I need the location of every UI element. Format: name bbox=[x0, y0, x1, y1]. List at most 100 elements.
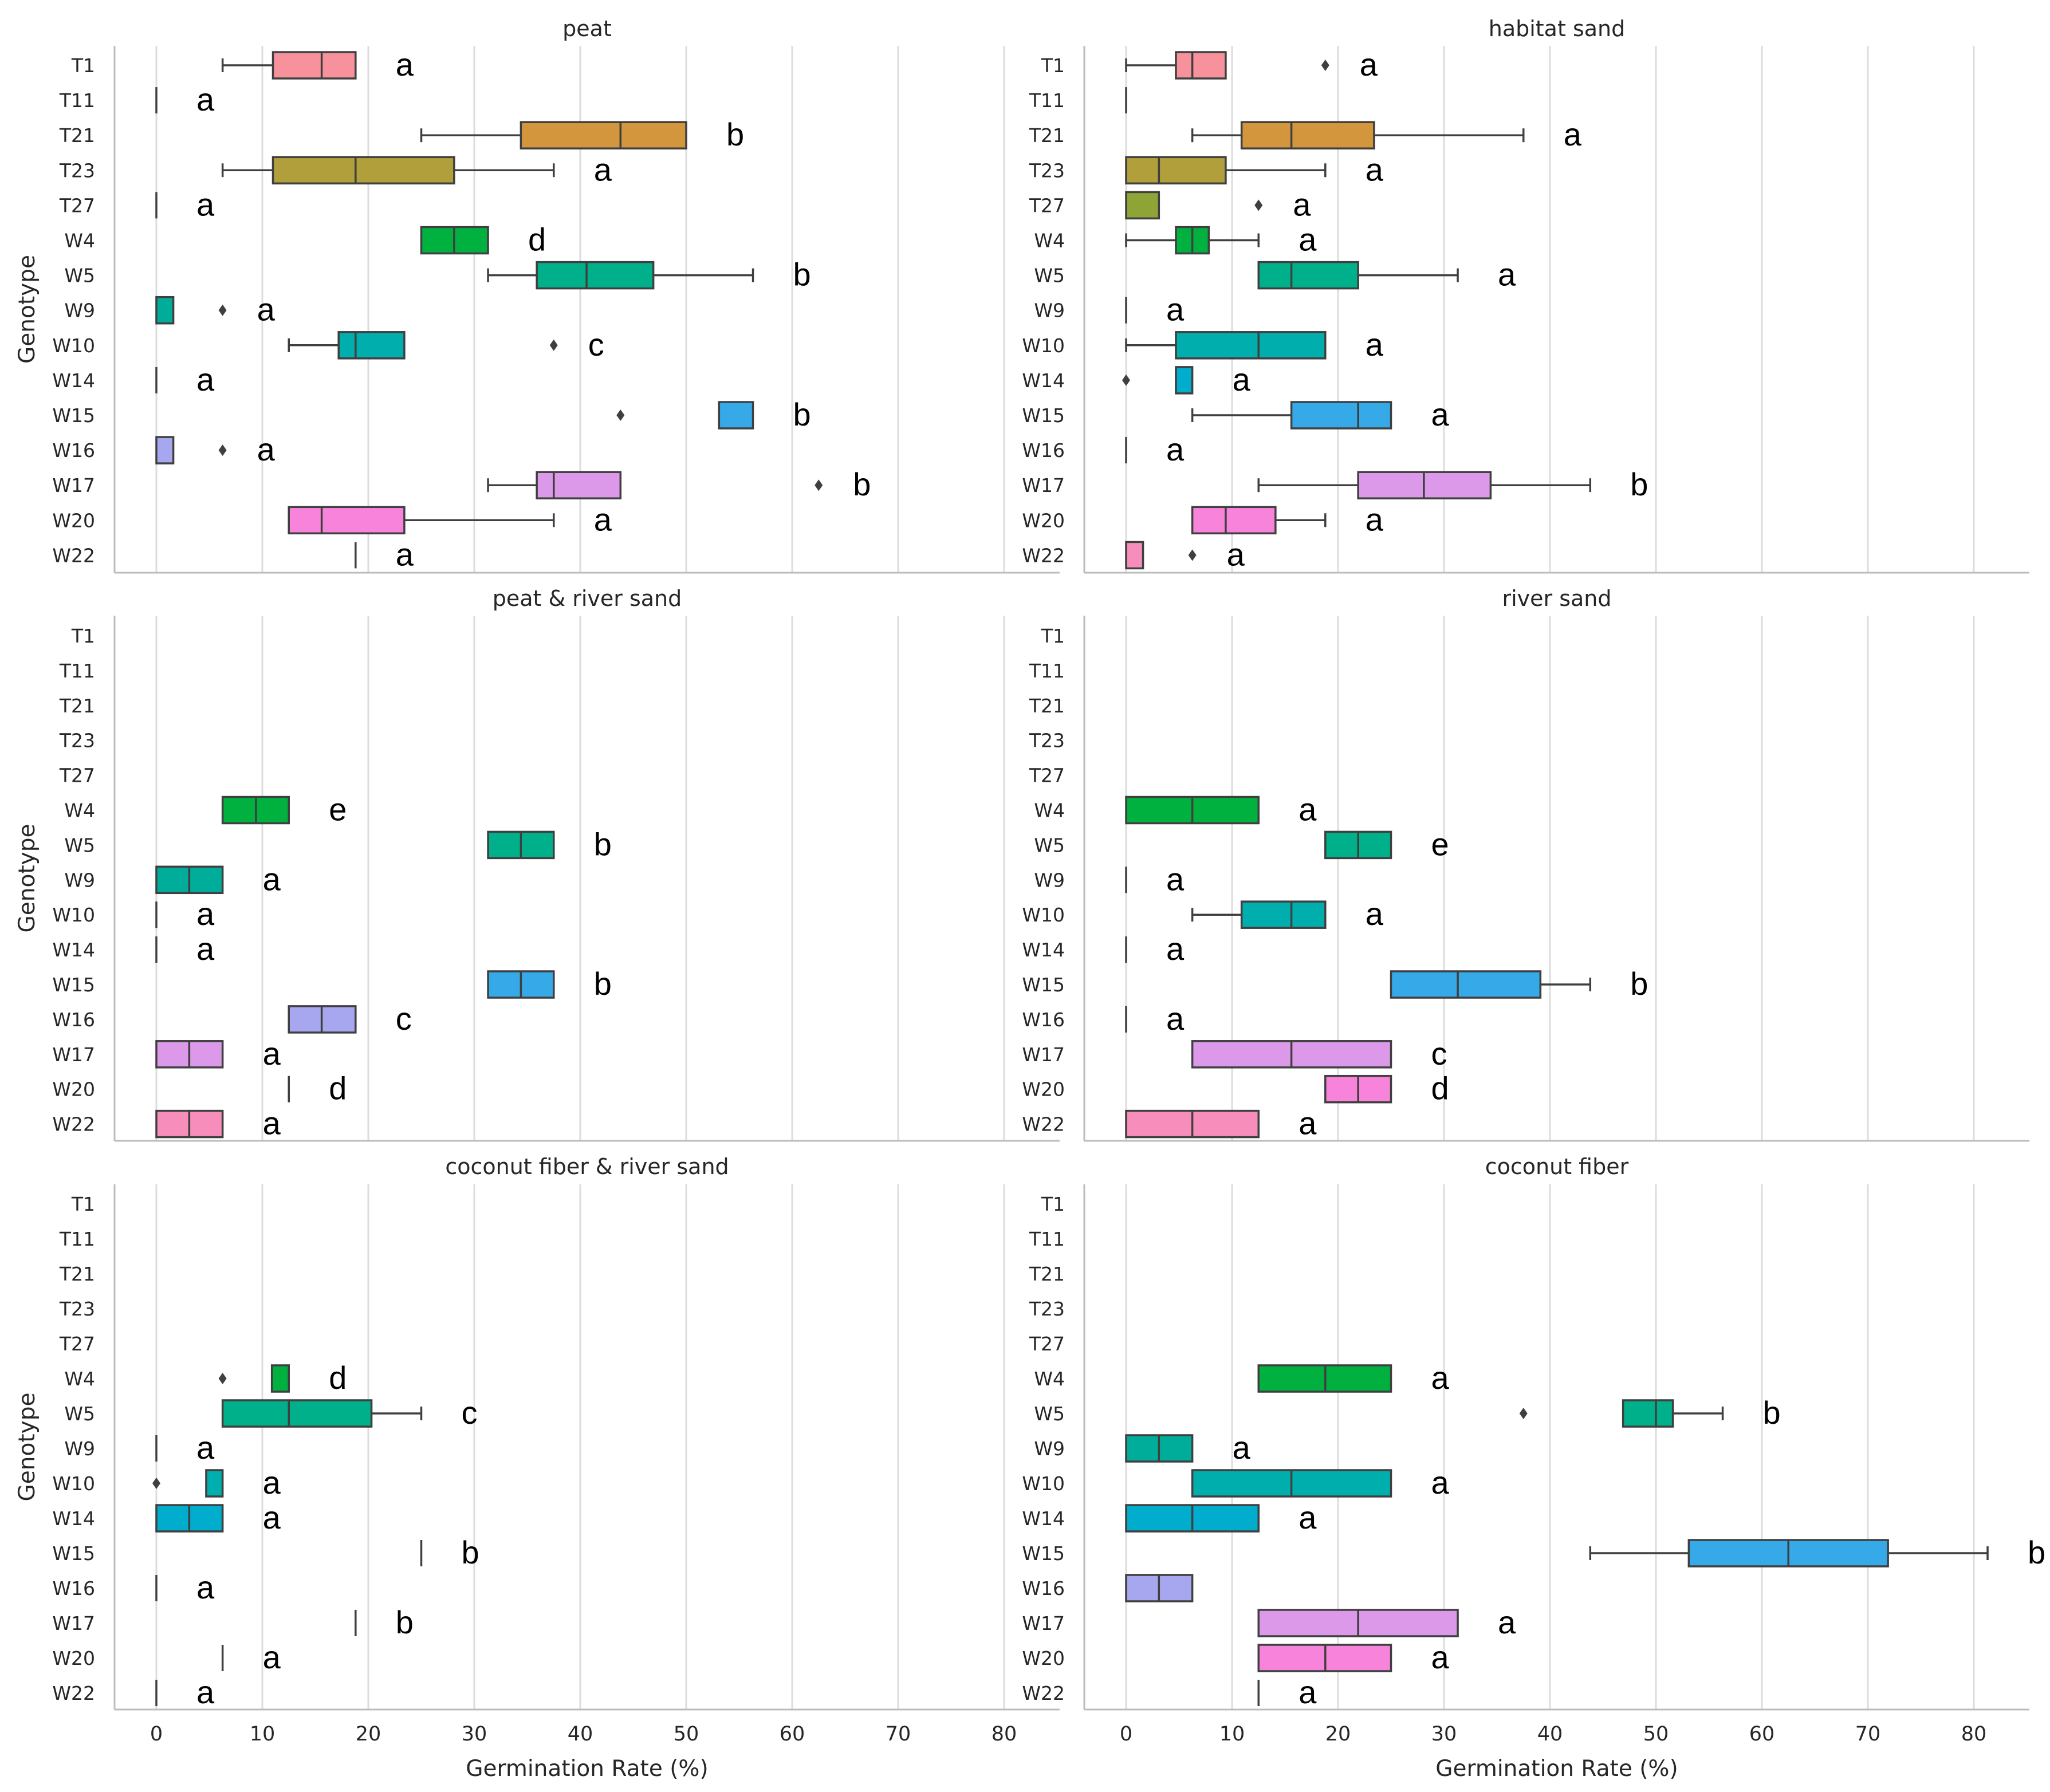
significance-letter: a bbox=[196, 896, 215, 932]
box-W17: a bbox=[1257, 1604, 1516, 1640]
y-tick-label: W9 bbox=[64, 300, 95, 322]
box-rect bbox=[520, 121, 687, 149]
y-tick-label: T21 bbox=[1029, 124, 1065, 147]
box-W22: a bbox=[355, 536, 414, 572]
x-tick-label: 80 bbox=[991, 1723, 1017, 1746]
box-W16: a bbox=[1125, 1001, 1185, 1037]
y-tick-label: W14 bbox=[52, 939, 95, 961]
significance-letter: b bbox=[793, 396, 811, 432]
panel-title: peat & river sand bbox=[493, 586, 682, 611]
y-tick-label: W16 bbox=[52, 1577, 95, 1600]
box-rect bbox=[1175, 51, 1227, 80]
outlier-marker bbox=[1188, 549, 1197, 561]
box-W14: a bbox=[155, 361, 215, 397]
box-W10: a bbox=[152, 1464, 281, 1500]
box-T27: a bbox=[1125, 186, 1311, 222]
box-W20: a bbox=[221, 1639, 281, 1675]
significance-letter: d bbox=[329, 1360, 347, 1396]
outlier-marker bbox=[218, 1373, 227, 1384]
y-tick-label: T27 bbox=[59, 1333, 95, 1355]
y-tick-label: W10 bbox=[52, 904, 95, 926]
outlier-marker bbox=[1254, 199, 1263, 211]
significance-letter: a bbox=[1166, 431, 1185, 467]
significance-letter: a bbox=[1431, 1639, 1450, 1675]
y-tick-label: T23 bbox=[59, 1298, 95, 1320]
box-W9: a bbox=[155, 861, 281, 897]
y-tick-label: W15 bbox=[52, 1542, 95, 1565]
box-rect bbox=[1240, 121, 1375, 149]
significance-letter: a bbox=[594, 501, 612, 537]
significance-letter: a bbox=[396, 46, 414, 82]
box-rect bbox=[337, 331, 406, 360]
y-tick-label: W4 bbox=[64, 230, 95, 252]
y-tick-label: T1 bbox=[71, 625, 95, 647]
outlier-marker bbox=[1122, 374, 1130, 386]
box-W16: a bbox=[155, 431, 276, 467]
box-W4: a bbox=[1125, 222, 1317, 258]
x-axis-label: Germination Rate (%) bbox=[466, 1756, 708, 1782]
x-tick-label: 60 bbox=[1749, 1723, 1775, 1746]
panel-2: habitat sand T1 T11 T21 T23 T27 W4 W5 W9 W10 W14 W1… bbox=[1022, 16, 2029, 574]
significance-letter: a bbox=[263, 1035, 281, 1072]
significance-letter: d bbox=[528, 222, 546, 258]
outlier-marker bbox=[1519, 1408, 1528, 1419]
box-rect bbox=[270, 1364, 290, 1393]
y-tick-label: T23 bbox=[1029, 730, 1065, 752]
outlier-marker bbox=[616, 409, 625, 421]
box-rect bbox=[536, 261, 655, 290]
significance-letter: a bbox=[257, 431, 276, 467]
panel-6: coconut fiber T1 T11 T21 T23 T27 W4 W5 W9 W10 W14 W… bbox=[1022, 1154, 2045, 1782]
box-W9: a bbox=[1125, 861, 1185, 897]
y-tick-label: W9 bbox=[1034, 869, 1065, 891]
panel-5: coconut fiber & river sand T1 T11 T21 T23 T27… bbox=[14, 1154, 1060, 1782]
significance-letter: a bbox=[196, 361, 215, 397]
significance-letter: c bbox=[588, 326, 604, 363]
significance-letter: b bbox=[793, 257, 811, 293]
y-tick-label: W9 bbox=[64, 869, 95, 891]
box-W22: a bbox=[1125, 536, 1245, 572]
y-tick-label: W10 bbox=[52, 334, 95, 357]
y-tick-label: T21 bbox=[59, 124, 95, 147]
box-W9: a bbox=[1125, 292, 1185, 328]
box-W4: a bbox=[1257, 1360, 1450, 1396]
y-tick-label: W17 bbox=[1022, 474, 1065, 497]
outlier-marker bbox=[549, 339, 558, 351]
panel-4: river sand T1 T11 T21 T23 T27 W4 W5 W9 W10 W14 W15 W… bbox=[1022, 586, 2029, 1142]
y-tick-label: T1 bbox=[71, 54, 95, 77]
significance-letter: a bbox=[1293, 186, 1311, 222]
y-tick-label: W4 bbox=[64, 799, 95, 822]
significance-letter: a bbox=[1299, 791, 1317, 828]
y-axis-label: Genotype bbox=[14, 1393, 40, 1502]
significance-letter: a bbox=[1431, 1464, 1450, 1500]
x-tick-label: 0 bbox=[1120, 1723, 1132, 1746]
box-T23: a bbox=[221, 151, 612, 187]
significance-letter: a bbox=[1166, 931, 1185, 967]
y-tick-label: W14 bbox=[1022, 1507, 1065, 1530]
significance-letter: a bbox=[1227, 536, 1245, 572]
y-tick-label: T11 bbox=[1029, 660, 1065, 682]
y-tick-label: T27 bbox=[1029, 1333, 1065, 1355]
y-tick-label: W22 bbox=[1022, 544, 1065, 566]
y-tick-label: W20 bbox=[1022, 1647, 1065, 1669]
outlier-marker bbox=[218, 444, 227, 456]
box-W20: a bbox=[1257, 1639, 1450, 1675]
y-tick-label: T21 bbox=[59, 1263, 95, 1285]
box-W5: b bbox=[487, 826, 612, 862]
x-axis-label: Germination Rate (%) bbox=[1435, 1756, 1678, 1782]
y-tick-label: W9 bbox=[1034, 300, 1065, 322]
y-tick-label: W15 bbox=[52, 974, 95, 996]
box-W4: d bbox=[218, 1360, 347, 1396]
x-tick-label: 20 bbox=[356, 1723, 381, 1746]
x-tick-label: 0 bbox=[150, 1723, 163, 1746]
box-rect bbox=[1240, 900, 1327, 929]
box-W10: a bbox=[1191, 896, 1384, 932]
significance-letter: b bbox=[2028, 1534, 2045, 1570]
x-tick-label: 20 bbox=[1325, 1723, 1351, 1746]
y-tick-label: W22 bbox=[52, 544, 95, 566]
y-tick-label: W15 bbox=[1022, 974, 1065, 996]
box-T21: a bbox=[1191, 116, 1582, 152]
significance-letter: b bbox=[726, 116, 744, 152]
box-W5: b bbox=[1519, 1395, 1781, 1431]
y-tick-label: W5 bbox=[64, 1403, 95, 1425]
